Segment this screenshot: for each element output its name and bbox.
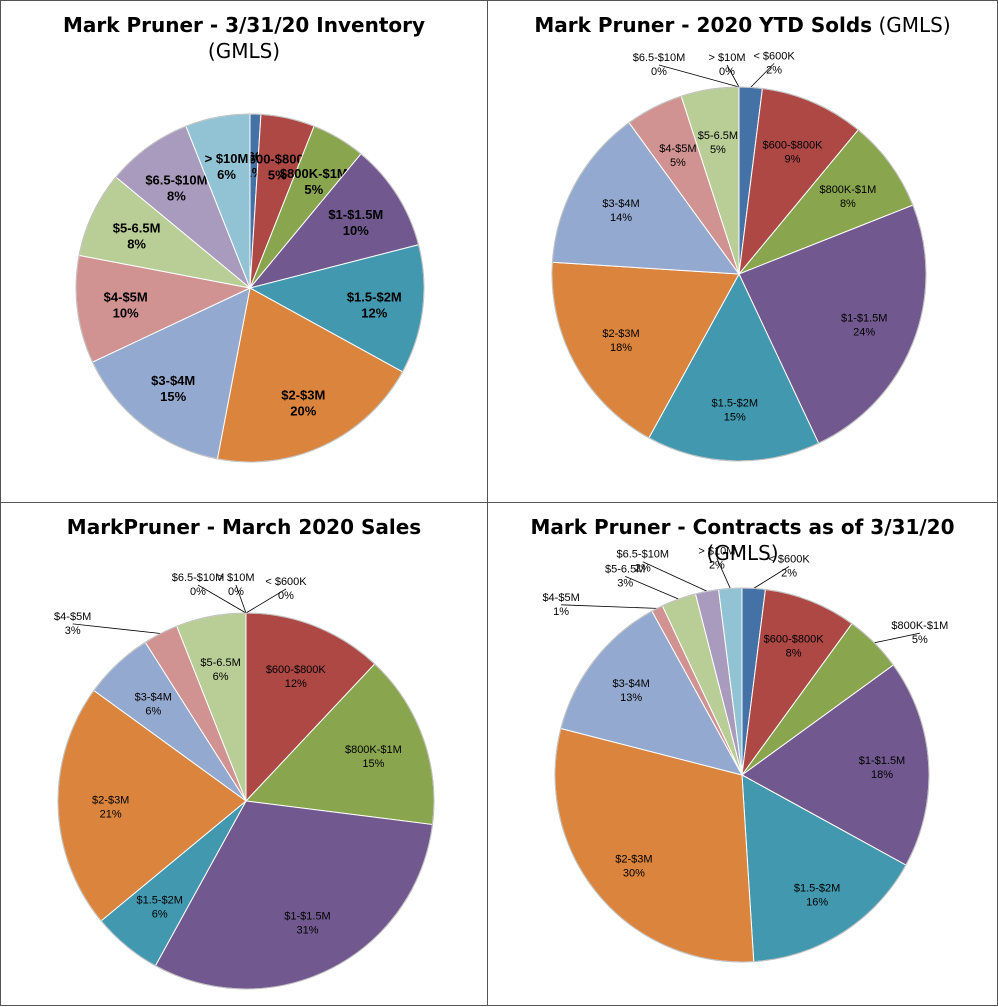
data-label-800k-1m: $800K-$1M 5% <box>280 166 348 197</box>
data-label-10m: > $10M 0% <box>218 572 255 598</box>
data-label-1-5-2m: $1.5-$2M 6% <box>136 894 182 920</box>
data-label-10m: > $10M 6% <box>205 151 249 182</box>
data-label-800k-1m: $800K-$1M 5% <box>891 620 948 646</box>
data-label-6-5-10m: $6.5-$10M 2% <box>617 549 670 575</box>
data-label-3-4m: $3-$4M 6% <box>135 691 172 717</box>
data-label-5-6-5m: $5-6.5M 5% <box>698 130 738 156</box>
data-label-5-6-5m: $5-6.5M 8% <box>113 221 161 252</box>
chart-title-text: Mark Pruner - 2020 YTD Solds <box>534 13 873 37</box>
chart-panel-march-sales: MarkPruner - March 2020 Sales < $600K 0% $… <box>0 502 488 1006</box>
chart-title: Mark Pruner - 2020 YTD Solds (GMLS) <box>488 12 997 38</box>
leader-line <box>72 623 161 634</box>
leader-line <box>245 588 287 614</box>
pie-chart-inventory: < $600K 1%$600-$800K 5%$800K-$1M 5%$1-$1.5M… <box>75 113 425 463</box>
data-label-1-1-5m: $1-$1.5M 31% <box>284 911 330 937</box>
data-label-6-5-10m: $6.5-$10M 0% <box>172 572 225 598</box>
data-label-6-5-10m: $6.5-$10M 0% <box>633 52 686 78</box>
chart-subtitle-text: (GMLS) <box>207 39 281 63</box>
data-label-6-5-10m: $6.5-$10M 8% <box>145 173 207 204</box>
chart-title-text: MarkPruner - March 2020 Sales <box>66 515 422 539</box>
data-label-600-800k: $600-$800K 5% <box>242 152 314 183</box>
data-label-2-3m: $2-$3M 30% <box>615 853 652 879</box>
data-label-800k-1m: $800K-$1M 15% <box>345 744 402 770</box>
data-label-1-5-2m: $1.5-$2M 15% <box>712 398 758 424</box>
data-label-1-1-5m: $1-$1.5M 24% <box>841 313 887 339</box>
data-label-600k: < $600K 2% <box>768 553 810 579</box>
chart-title: Mark Pruner - 3/31/20 Inventory (GMLS) <box>1 12 487 64</box>
chart-panel-inventory: Mark Pruner - 3/31/20 Inventory (GMLS) <… <box>0 0 488 503</box>
data-label-2-3m: $2-$3M 20% <box>281 387 325 418</box>
data-label-2-3m: $2-$3M 21% <box>92 794 129 820</box>
chart-title: MarkPruner - March 2020 Sales <box>1 514 487 540</box>
leader-line <box>235 584 247 614</box>
data-label-800k-1m: $800K-$1M 8% <box>819 184 876 210</box>
leader-line <box>658 64 740 88</box>
data-label-3-4m: $3-$4M 13% <box>613 678 650 704</box>
data-label-3-4m: $3-$4M 15% <box>151 373 195 404</box>
data-label-1-5-2m: $1.5-$2M 12% <box>347 290 402 321</box>
data-label-600-800k: $600-$800K 9% <box>763 139 824 165</box>
data-label-2-3m: $2-$3M 18% <box>602 328 639 354</box>
data-label-4-5m: $4-$5M 1% <box>542 592 579 618</box>
data-label-5-6-5m: $5-6.5M 6% <box>200 657 240 683</box>
data-label-1-1-5m: $1-$1.5M 10% <box>328 207 383 238</box>
data-label-10m: > $10M 2% <box>698 545 735 571</box>
leader-line <box>874 632 920 644</box>
data-label-4-5m: $4-$5M 5% <box>659 143 696 169</box>
pie-chart-contracts: < $600K 2% $600-$800K 8% $800K-$1M 5% $1-$1.5M… <box>542 545 948 963</box>
chart-title-text: Mark Pruner - 3/31/20 Inventory <box>62 13 426 37</box>
data-label-600-800k: $600-$800K 12% <box>266 664 327 690</box>
data-label-1-1-5m: $1-$1.5M 18% <box>859 755 905 781</box>
data-label-600k: < $600K 2% <box>753 50 795 76</box>
chart-panel-contracts: Mark Pruner - Contracts as of 3/31/20 (G… <box>487 502 998 1006</box>
data-label-3-4m: $3-$4M 14% <box>602 198 639 224</box>
leader-line <box>753 566 790 589</box>
pie-outline <box>551 86 927 462</box>
pie-outline <box>554 587 930 963</box>
pie-chart-ytd-solds: < $600K 2% $600-$800K 9% $800K-$1M 8% $1-$1.5M… <box>551 50 927 462</box>
pie-outline <box>75 113 425 463</box>
leader-line <box>716 558 731 589</box>
leader-line <box>750 63 775 88</box>
chart-subtitle-text: (GMLS) <box>878 13 951 37</box>
chart-panel-ytd-solds: Mark Pruner - 2020 YTD Solds (GMLS) < $6… <box>487 0 998 503</box>
chart-title: Mark Pruner - Contracts as of 3/31/20 (G… <box>488 514 997 566</box>
leader-line <box>561 604 658 609</box>
leader-line <box>197 584 247 614</box>
pie-chart-march-sales: < $600K 0% $600-$800K 12% $800K-$1M 15% $1-$1.… <box>54 572 435 990</box>
data-label-1-5-2m: $1.5-$2M 16% <box>794 882 840 908</box>
data-label-600-800k: $600-$800K 8% <box>764 634 825 660</box>
chart-title-text: Mark Pruner - Contracts as of 3/31/20 <box>530 515 955 539</box>
data-label-4-5m: $4-$5M 3% <box>54 611 91 637</box>
data-label-5-6-5m: $5-6.5M 3% <box>605 563 645 589</box>
leader-line <box>642 561 708 592</box>
data-label-4-5m: $4-$5M 10% <box>104 290 148 321</box>
data-label-600k: < $600K 0% <box>265 576 307 602</box>
leader-line <box>625 576 679 600</box>
data-label-10m: > $10M 0% <box>709 52 746 78</box>
leader-line <box>726 64 740 88</box>
pie-outline <box>57 612 435 990</box>
